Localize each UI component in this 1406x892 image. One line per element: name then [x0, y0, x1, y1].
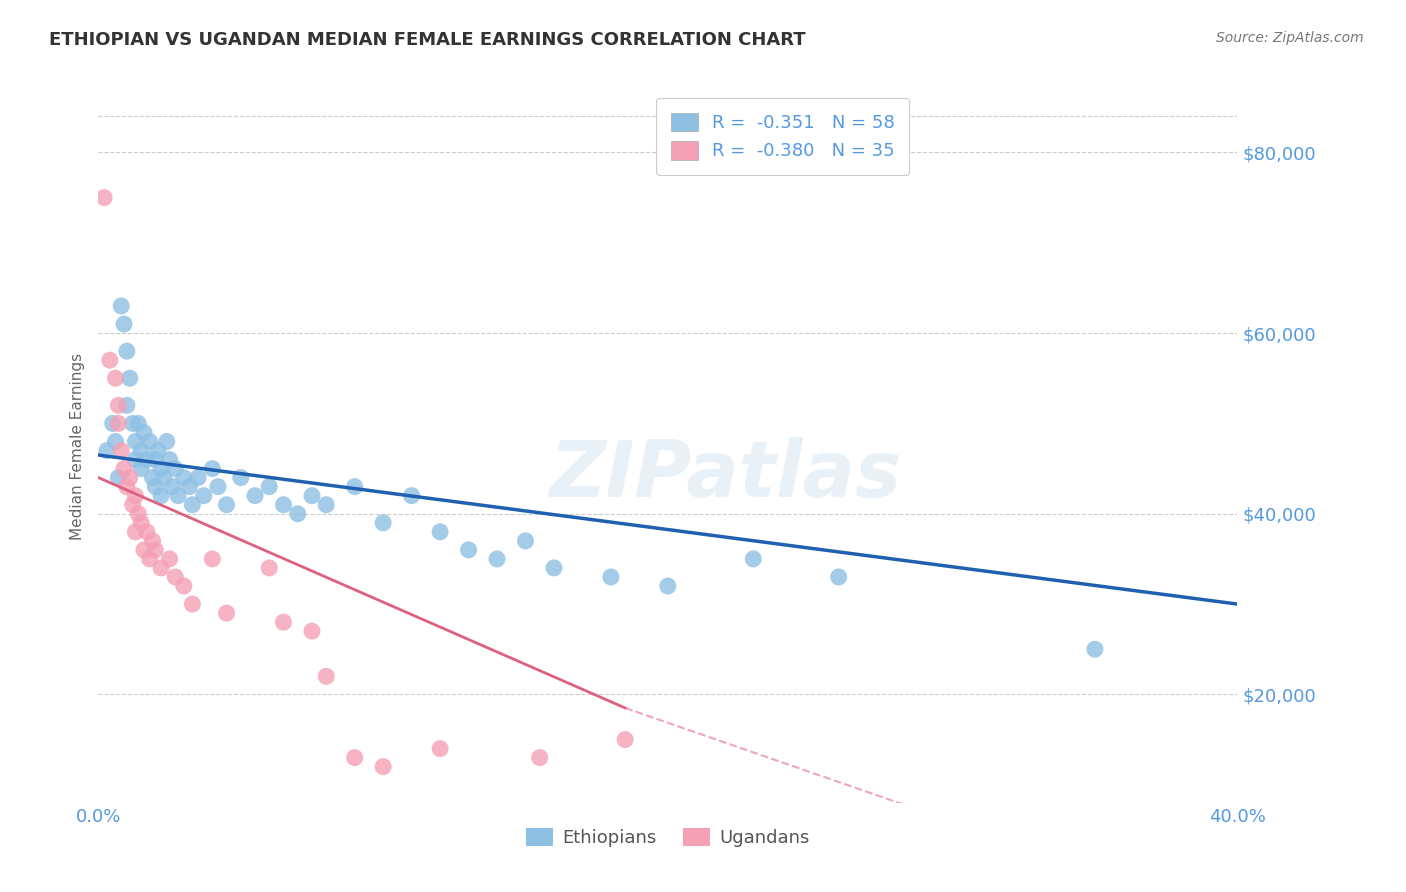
Legend: Ethiopians, Ugandans: Ethiopians, Ugandans: [519, 821, 817, 855]
Point: [181, 498, 204, 512]
Point: [124, 524, 146, 539]
Point: [121, 498, 143, 512]
Point: [828, 570, 851, 584]
Point: [159, 552, 181, 566]
Point: [373, 759, 395, 773]
Point: [457, 542, 479, 557]
Point: [259, 561, 281, 575]
Point: [529, 750, 551, 764]
Point: [135, 452, 157, 467]
Point: [215, 498, 238, 512]
Point: [124, 452, 146, 467]
Point: [207, 480, 229, 494]
Point: [167, 489, 190, 503]
Point: [193, 489, 215, 503]
Point: [243, 489, 266, 503]
Point: [201, 552, 224, 566]
Point: [96, 443, 118, 458]
Point: [343, 750, 366, 764]
Point: [145, 452, 167, 467]
Point: [515, 533, 537, 548]
Point: [115, 480, 138, 494]
Point: [301, 489, 323, 503]
Point: [259, 480, 281, 494]
Y-axis label: Median Female Earnings: Median Female Earnings: [70, 352, 86, 540]
Point: [112, 317, 135, 331]
Point: [115, 398, 138, 412]
Point: [600, 570, 623, 584]
Point: [1084, 642, 1107, 657]
Point: [429, 741, 451, 756]
Point: [127, 507, 149, 521]
Point: [429, 524, 451, 539]
Text: ZIPatlas: ZIPatlas: [548, 436, 901, 513]
Point: [273, 498, 295, 512]
Point: [98, 353, 121, 368]
Point: [141, 533, 163, 548]
Point: [141, 470, 163, 484]
Point: [121, 417, 143, 431]
Point: [614, 732, 637, 747]
Point: [107, 470, 129, 484]
Point: [173, 470, 195, 484]
Point: [153, 470, 176, 484]
Point: [165, 570, 187, 584]
Point: [112, 461, 135, 475]
Point: [201, 461, 224, 475]
Point: [150, 461, 173, 475]
Point: [373, 516, 395, 530]
Point: [132, 542, 155, 557]
Point: [127, 417, 149, 431]
Point: [93, 191, 115, 205]
Point: [401, 489, 423, 503]
Point: [301, 624, 323, 639]
Point: [657, 579, 679, 593]
Point: [287, 507, 309, 521]
Point: [115, 344, 138, 359]
Point: [229, 470, 252, 484]
Point: [110, 299, 132, 313]
Point: [138, 434, 160, 449]
Point: [101, 417, 124, 431]
Point: [104, 434, 127, 449]
Point: [162, 480, 184, 494]
Point: [129, 461, 152, 475]
Point: [315, 669, 337, 683]
Point: [104, 371, 127, 385]
Point: [129, 516, 152, 530]
Text: ETHIOPIAN VS UGANDAN MEDIAN FEMALE EARNINGS CORRELATION CHART: ETHIOPIAN VS UGANDAN MEDIAN FEMALE EARNI…: [49, 31, 806, 49]
Point: [118, 470, 141, 484]
Point: [187, 470, 209, 484]
Point: [742, 552, 765, 566]
Point: [145, 480, 167, 494]
Point: [129, 443, 152, 458]
Point: [107, 417, 129, 431]
Point: [148, 443, 170, 458]
Point: [135, 524, 157, 539]
Point: [107, 398, 129, 412]
Point: [118, 371, 141, 385]
Point: [543, 561, 565, 575]
Point: [110, 443, 132, 458]
Point: [145, 542, 167, 557]
Point: [343, 480, 366, 494]
Point: [173, 579, 195, 593]
Point: [315, 498, 337, 512]
Point: [156, 434, 179, 449]
Point: [124, 489, 146, 503]
Point: [159, 452, 181, 467]
Point: [132, 425, 155, 440]
Point: [486, 552, 509, 566]
Point: [150, 489, 173, 503]
Point: [215, 606, 238, 620]
Point: [150, 561, 173, 575]
Point: [181, 597, 204, 611]
Point: [165, 461, 187, 475]
Point: [273, 615, 295, 629]
Text: Source: ZipAtlas.com: Source: ZipAtlas.com: [1216, 31, 1364, 45]
Point: [124, 434, 146, 449]
Point: [179, 480, 201, 494]
Point: [138, 552, 160, 566]
